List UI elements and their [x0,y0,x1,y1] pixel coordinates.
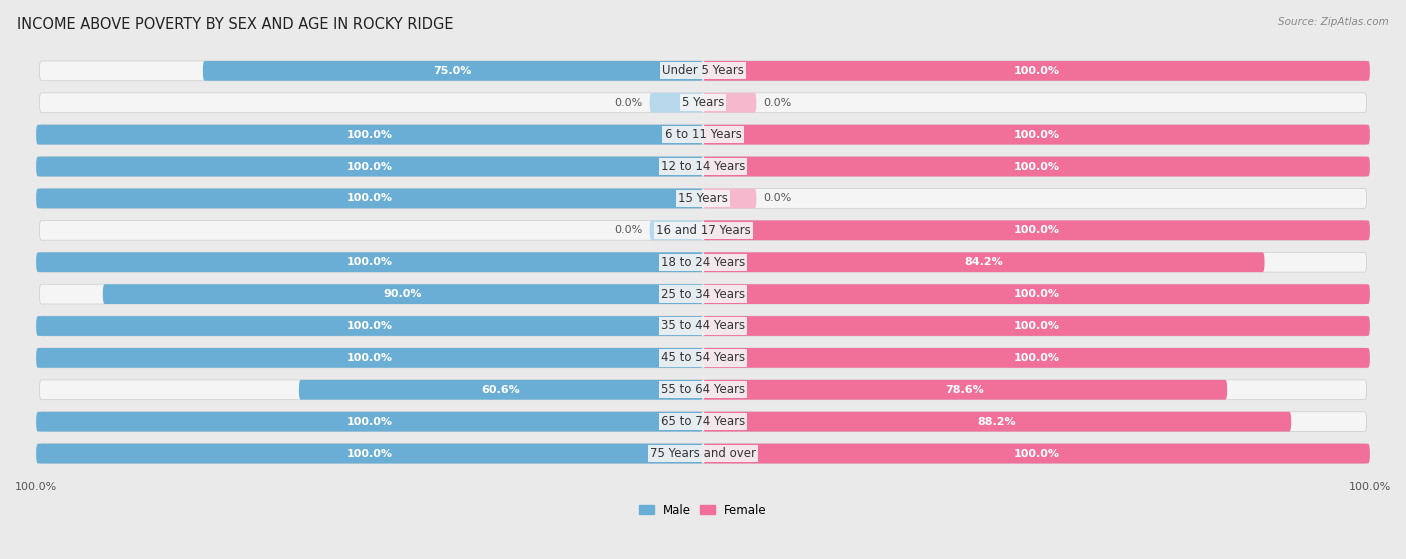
FancyBboxPatch shape [39,61,1367,80]
Text: 100.0%: 100.0% [346,130,392,140]
FancyBboxPatch shape [39,284,1367,304]
FancyBboxPatch shape [39,157,1367,177]
FancyBboxPatch shape [39,93,1367,113]
FancyBboxPatch shape [39,444,1367,463]
FancyBboxPatch shape [703,157,1369,177]
FancyBboxPatch shape [703,93,756,113]
Text: 78.6%: 78.6% [946,385,984,395]
FancyBboxPatch shape [39,188,1367,209]
Text: 12 to 14 Years: 12 to 14 Years [661,160,745,173]
Text: 100.0%: 100.0% [346,448,392,458]
FancyBboxPatch shape [39,348,1367,368]
Text: 35 to 44 Years: 35 to 44 Years [661,320,745,333]
FancyBboxPatch shape [703,348,1369,368]
FancyBboxPatch shape [37,348,703,368]
FancyBboxPatch shape [703,61,1369,80]
Text: 100.0%: 100.0% [1014,225,1060,235]
Text: 100.0%: 100.0% [1014,66,1060,76]
FancyBboxPatch shape [39,252,1367,272]
FancyBboxPatch shape [37,125,703,145]
Text: 0.0%: 0.0% [614,98,643,108]
FancyBboxPatch shape [39,125,1367,145]
FancyBboxPatch shape [650,220,703,240]
FancyBboxPatch shape [37,412,703,432]
FancyBboxPatch shape [103,284,703,304]
Text: 0.0%: 0.0% [763,193,792,203]
FancyBboxPatch shape [703,252,1264,272]
Text: 100.0%: 100.0% [1014,353,1060,363]
FancyBboxPatch shape [39,412,1367,432]
Text: 90.0%: 90.0% [384,289,422,299]
Text: 100.0%: 100.0% [346,257,392,267]
Text: 0.0%: 0.0% [763,98,792,108]
FancyBboxPatch shape [703,188,756,209]
Text: 100.0%: 100.0% [346,193,392,203]
Text: 5 Years: 5 Years [682,96,724,109]
Text: 60.6%: 60.6% [482,385,520,395]
Text: Under 5 Years: Under 5 Years [662,64,744,77]
Text: 100.0%: 100.0% [1014,289,1060,299]
FancyBboxPatch shape [703,380,1227,400]
Text: 100.0%: 100.0% [1014,321,1060,331]
Legend: Male, Female: Male, Female [634,499,772,522]
Text: 100.0%: 100.0% [1348,482,1391,492]
Text: 100.0%: 100.0% [346,353,392,363]
FancyBboxPatch shape [703,444,1369,463]
Text: 75 Years and over: 75 Years and over [650,447,756,460]
Text: 88.2%: 88.2% [977,416,1017,427]
FancyBboxPatch shape [37,316,703,336]
Text: 100.0%: 100.0% [15,482,58,492]
FancyBboxPatch shape [703,220,1369,240]
FancyBboxPatch shape [39,220,1367,240]
Text: 45 to 54 Years: 45 to 54 Years [661,352,745,364]
FancyBboxPatch shape [703,284,1369,304]
Text: 100.0%: 100.0% [346,162,392,172]
FancyBboxPatch shape [650,93,703,113]
FancyBboxPatch shape [39,316,1367,336]
Text: INCOME ABOVE POVERTY BY SEX AND AGE IN ROCKY RIDGE: INCOME ABOVE POVERTY BY SEX AND AGE IN R… [17,17,453,32]
Text: 100.0%: 100.0% [346,321,392,331]
FancyBboxPatch shape [37,157,703,177]
Text: 75.0%: 75.0% [433,66,472,76]
Text: 55 to 64 Years: 55 to 64 Years [661,383,745,396]
Text: 25 to 34 Years: 25 to 34 Years [661,288,745,301]
FancyBboxPatch shape [202,61,703,80]
FancyBboxPatch shape [37,444,703,463]
Text: 100.0%: 100.0% [1014,130,1060,140]
Text: 6 to 11 Years: 6 to 11 Years [665,128,741,141]
FancyBboxPatch shape [299,380,703,400]
FancyBboxPatch shape [39,380,1367,400]
Text: 15 Years: 15 Years [678,192,728,205]
Text: 100.0%: 100.0% [1014,448,1060,458]
Text: 100.0%: 100.0% [346,416,392,427]
Text: Source: ZipAtlas.com: Source: ZipAtlas.com [1278,17,1389,27]
Text: 84.2%: 84.2% [965,257,1002,267]
Text: 100.0%: 100.0% [1014,162,1060,172]
Text: 65 to 74 Years: 65 to 74 Years [661,415,745,428]
Text: 18 to 24 Years: 18 to 24 Years [661,255,745,269]
FancyBboxPatch shape [37,188,703,209]
FancyBboxPatch shape [37,252,703,272]
Text: 0.0%: 0.0% [614,225,643,235]
Text: 16 and 17 Years: 16 and 17 Years [655,224,751,237]
FancyBboxPatch shape [703,125,1369,145]
FancyBboxPatch shape [703,316,1369,336]
FancyBboxPatch shape [703,412,1291,432]
